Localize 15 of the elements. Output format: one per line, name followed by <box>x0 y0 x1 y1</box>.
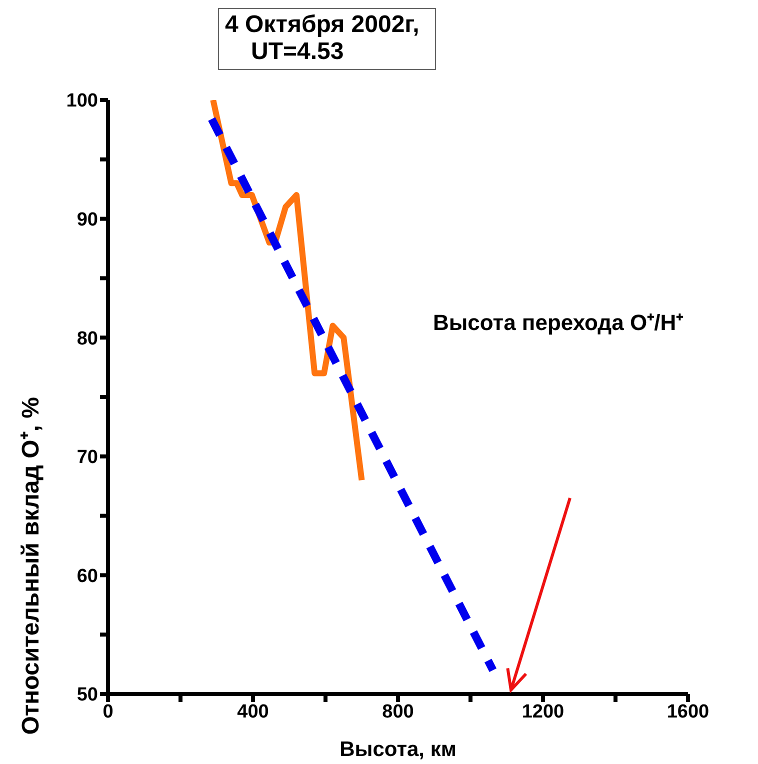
x-tick-label: 1600 <box>666 701 710 722</box>
x-tick-label: 400 <box>237 701 269 722</box>
y-tick-label: 90 <box>76 210 98 231</box>
x-tick-label: 0 <box>102 701 114 722</box>
y-axis-title: Относительный вклад O⁺, % <box>18 397 45 735</box>
y-tick-label: 80 <box>76 328 98 350</box>
chart-title: 4 Октября 2002г, UT=4.53 <box>225 11 420 65</box>
x-tick-label: 1200 <box>522 701 564 722</box>
x-tick-label: 800 <box>382 701 414 722</box>
y-tick-label: 70 <box>76 447 98 468</box>
annotation: Высота перехода O⁺/H⁺ <box>433 310 684 335</box>
y-tick-label: 100 <box>66 90 98 112</box>
y-tick-label: 50 <box>76 684 98 706</box>
y-tick-label: 60 <box>76 566 98 587</box>
x-axis-title: Высота, км <box>340 738 456 761</box>
